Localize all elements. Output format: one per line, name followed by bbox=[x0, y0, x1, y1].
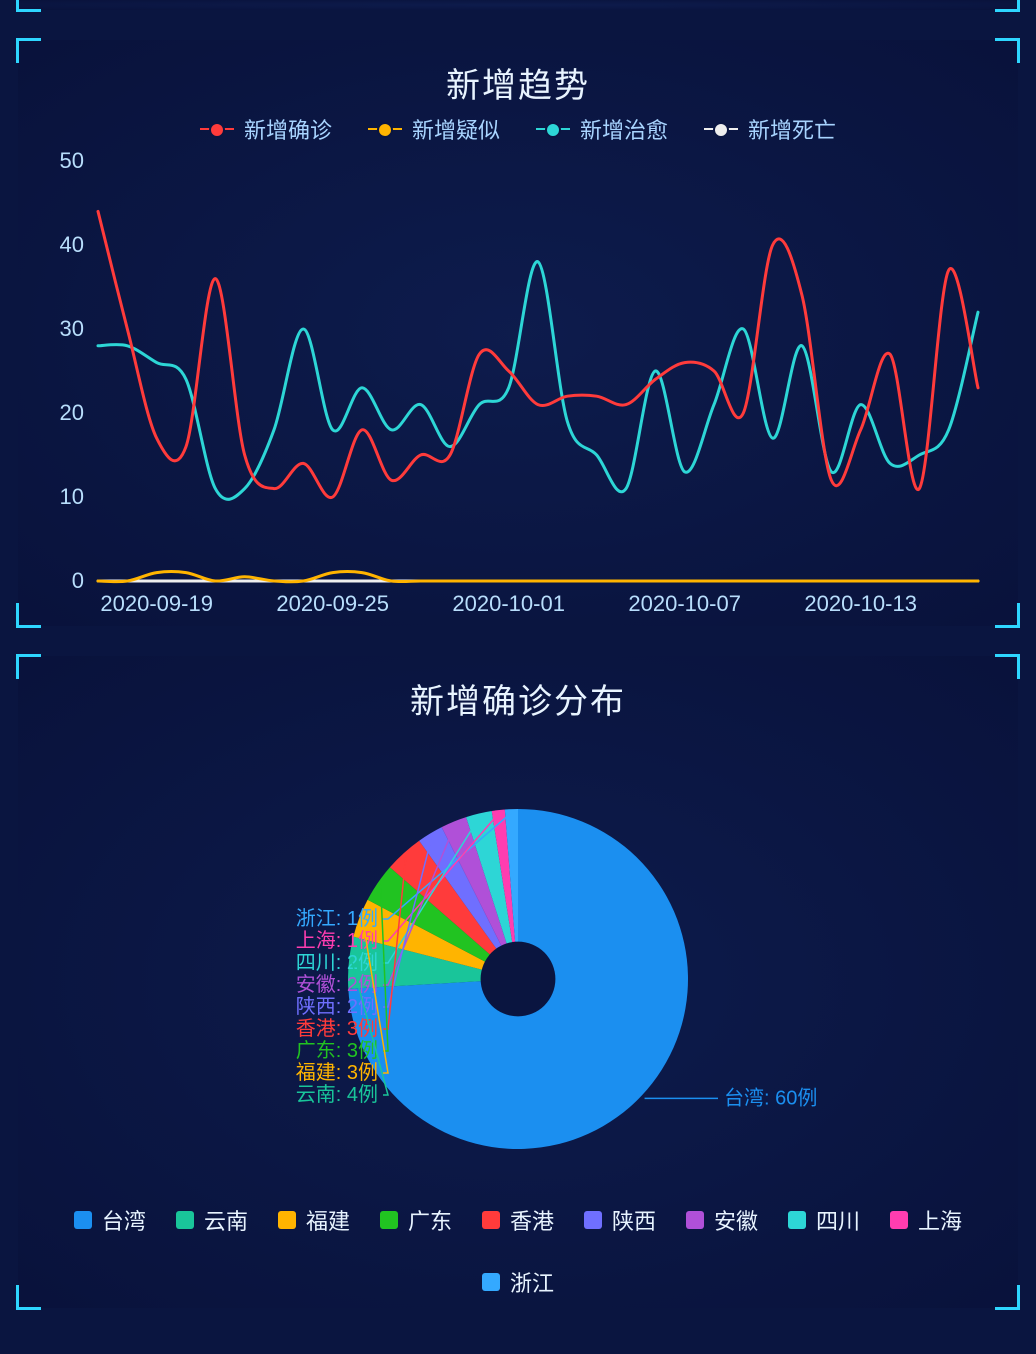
legend-marker-icon bbox=[704, 128, 738, 130]
pie-legend-item-香港[interactable]: 香港 bbox=[482, 1204, 554, 1236]
legend-label: 陕西 bbox=[612, 1204, 656, 1236]
legend-label: 广东 bbox=[408, 1204, 452, 1236]
legend-marker-icon bbox=[200, 128, 234, 130]
trend-panel: 新增趋势 新增确诊 新增疑似 新增治愈 新增死亡 0 10 20 30 40 50 2020-09… bbox=[18, 40, 1018, 626]
pie-label: 广东: 3例 bbox=[296, 1039, 378, 1062]
svg-text:2020-10-07: 2020-10-07 bbox=[628, 591, 741, 611]
series-confirmed bbox=[98, 211, 978, 497]
legend-swatch-icon bbox=[482, 1211, 500, 1229]
legend-marker-icon bbox=[536, 128, 570, 130]
legend-label: 上海 bbox=[918, 1204, 962, 1236]
pie-legend-item-上海[interactable]: 上海 bbox=[890, 1204, 962, 1236]
legend-label: 新增疑似 bbox=[412, 113, 500, 145]
pie-chart: 浙江: 1例上海: 1例四川: 2例安徽: 2例陕西: 2例香港: 3例广东: … bbox=[28, 729, 998, 1189]
legend-item-suspected[interactable]: 新增疑似 bbox=[368, 113, 500, 145]
pie-panel: 新增确诊分布 浙江: 1例上海: 1例四川: 2例安徽: 2例陕西: 2例香港:… bbox=[18, 656, 1018, 1308]
series-suspected bbox=[98, 572, 978, 582]
legend-label: 福建 bbox=[306, 1204, 350, 1236]
legend-swatch-icon bbox=[584, 1211, 602, 1229]
legend-item-confirmed[interactable]: 新增确诊 bbox=[200, 113, 332, 145]
pie-label: 安徽: 2例 bbox=[296, 973, 378, 996]
legend-swatch-icon bbox=[890, 1211, 908, 1229]
pie-label: 香港: 3例 bbox=[296, 1017, 378, 1040]
legend-swatch-icon bbox=[788, 1211, 806, 1229]
legend-swatch-icon bbox=[176, 1211, 194, 1229]
pie-legend-item-浙江[interactable]: 浙江 bbox=[482, 1266, 554, 1298]
trend-chart: 0 10 20 30 40 50 2020-09-19 2020-09-25 2020-10-0… bbox=[28, 151, 998, 611]
pie-label: 云南: 4例 bbox=[296, 1083, 378, 1106]
series-recovered bbox=[98, 262, 978, 500]
pie-label: 四川: 2例 bbox=[296, 951, 378, 974]
pie-legend-item-广东[interactable]: 广东 bbox=[380, 1204, 452, 1236]
legend-swatch-icon bbox=[380, 1211, 398, 1229]
svg-text:0: 0 bbox=[72, 568, 84, 593]
svg-text:2020-10-01: 2020-10-01 bbox=[452, 591, 565, 611]
pie-label: 台湾: 60例 bbox=[724, 1086, 817, 1109]
legend-label: 台湾 bbox=[102, 1204, 146, 1236]
legend-item-recovered[interactable]: 新增治愈 bbox=[536, 113, 668, 145]
svg-text:2020-09-19: 2020-09-19 bbox=[100, 591, 213, 611]
pie-label: 浙江: 1例 bbox=[296, 907, 378, 930]
svg-text:20: 20 bbox=[60, 400, 84, 425]
svg-text:2020-09-25: 2020-09-25 bbox=[276, 591, 389, 611]
trend-legend: 新增确诊 新增疑似 新增治愈 新增死亡 bbox=[28, 113, 1008, 145]
svg-text:2020-10-13: 2020-10-13 bbox=[804, 591, 917, 611]
svg-text:30: 30 bbox=[60, 316, 84, 341]
legend-label: 新增治愈 bbox=[580, 113, 668, 145]
donut-hole bbox=[481, 942, 556, 1017]
legend-item-deaths[interactable]: 新增死亡 bbox=[704, 113, 836, 145]
legend-label: 浙江 bbox=[510, 1266, 554, 1298]
svg-text:50: 50 bbox=[60, 151, 84, 173]
pie-legend-item-安徽[interactable]: 安徽 bbox=[686, 1204, 758, 1236]
legend-swatch-icon bbox=[278, 1211, 296, 1229]
pie-label: 福建: 3例 bbox=[296, 1061, 378, 1084]
pie-legend-item-台湾[interactable]: 台湾 bbox=[74, 1204, 146, 1236]
pie-legend-item-四川[interactable]: 四川 bbox=[788, 1204, 860, 1236]
legend-swatch-icon bbox=[482, 1273, 500, 1291]
legend-label: 安徽 bbox=[714, 1204, 758, 1236]
pie-title: 新增确诊分布 bbox=[28, 674, 1008, 723]
legend-label: 新增死亡 bbox=[748, 113, 836, 145]
pie-legend-item-陕西[interactable]: 陕西 bbox=[584, 1204, 656, 1236]
legend-label: 云南 bbox=[204, 1204, 248, 1236]
legend-label: 四川 bbox=[816, 1204, 860, 1236]
legend-swatch-icon bbox=[74, 1211, 92, 1229]
svg-text:40: 40 bbox=[60, 232, 84, 257]
pie-legend: 台湾 云南 福建 广东 香港 陕西 安徽 四川 上海浙江 bbox=[28, 1204, 1008, 1298]
legend-swatch-icon bbox=[686, 1211, 704, 1229]
pie-legend-item-云南[interactable]: 云南 bbox=[176, 1204, 248, 1236]
svg-text:10: 10 bbox=[60, 484, 84, 509]
legend-marker-icon bbox=[368, 128, 402, 130]
legend-label: 新增确诊 bbox=[244, 113, 332, 145]
pie-legend-item-福建[interactable]: 福建 bbox=[278, 1204, 350, 1236]
legend-label: 香港 bbox=[510, 1204, 554, 1236]
trend-title: 新增趋势 bbox=[28, 58, 1008, 107]
